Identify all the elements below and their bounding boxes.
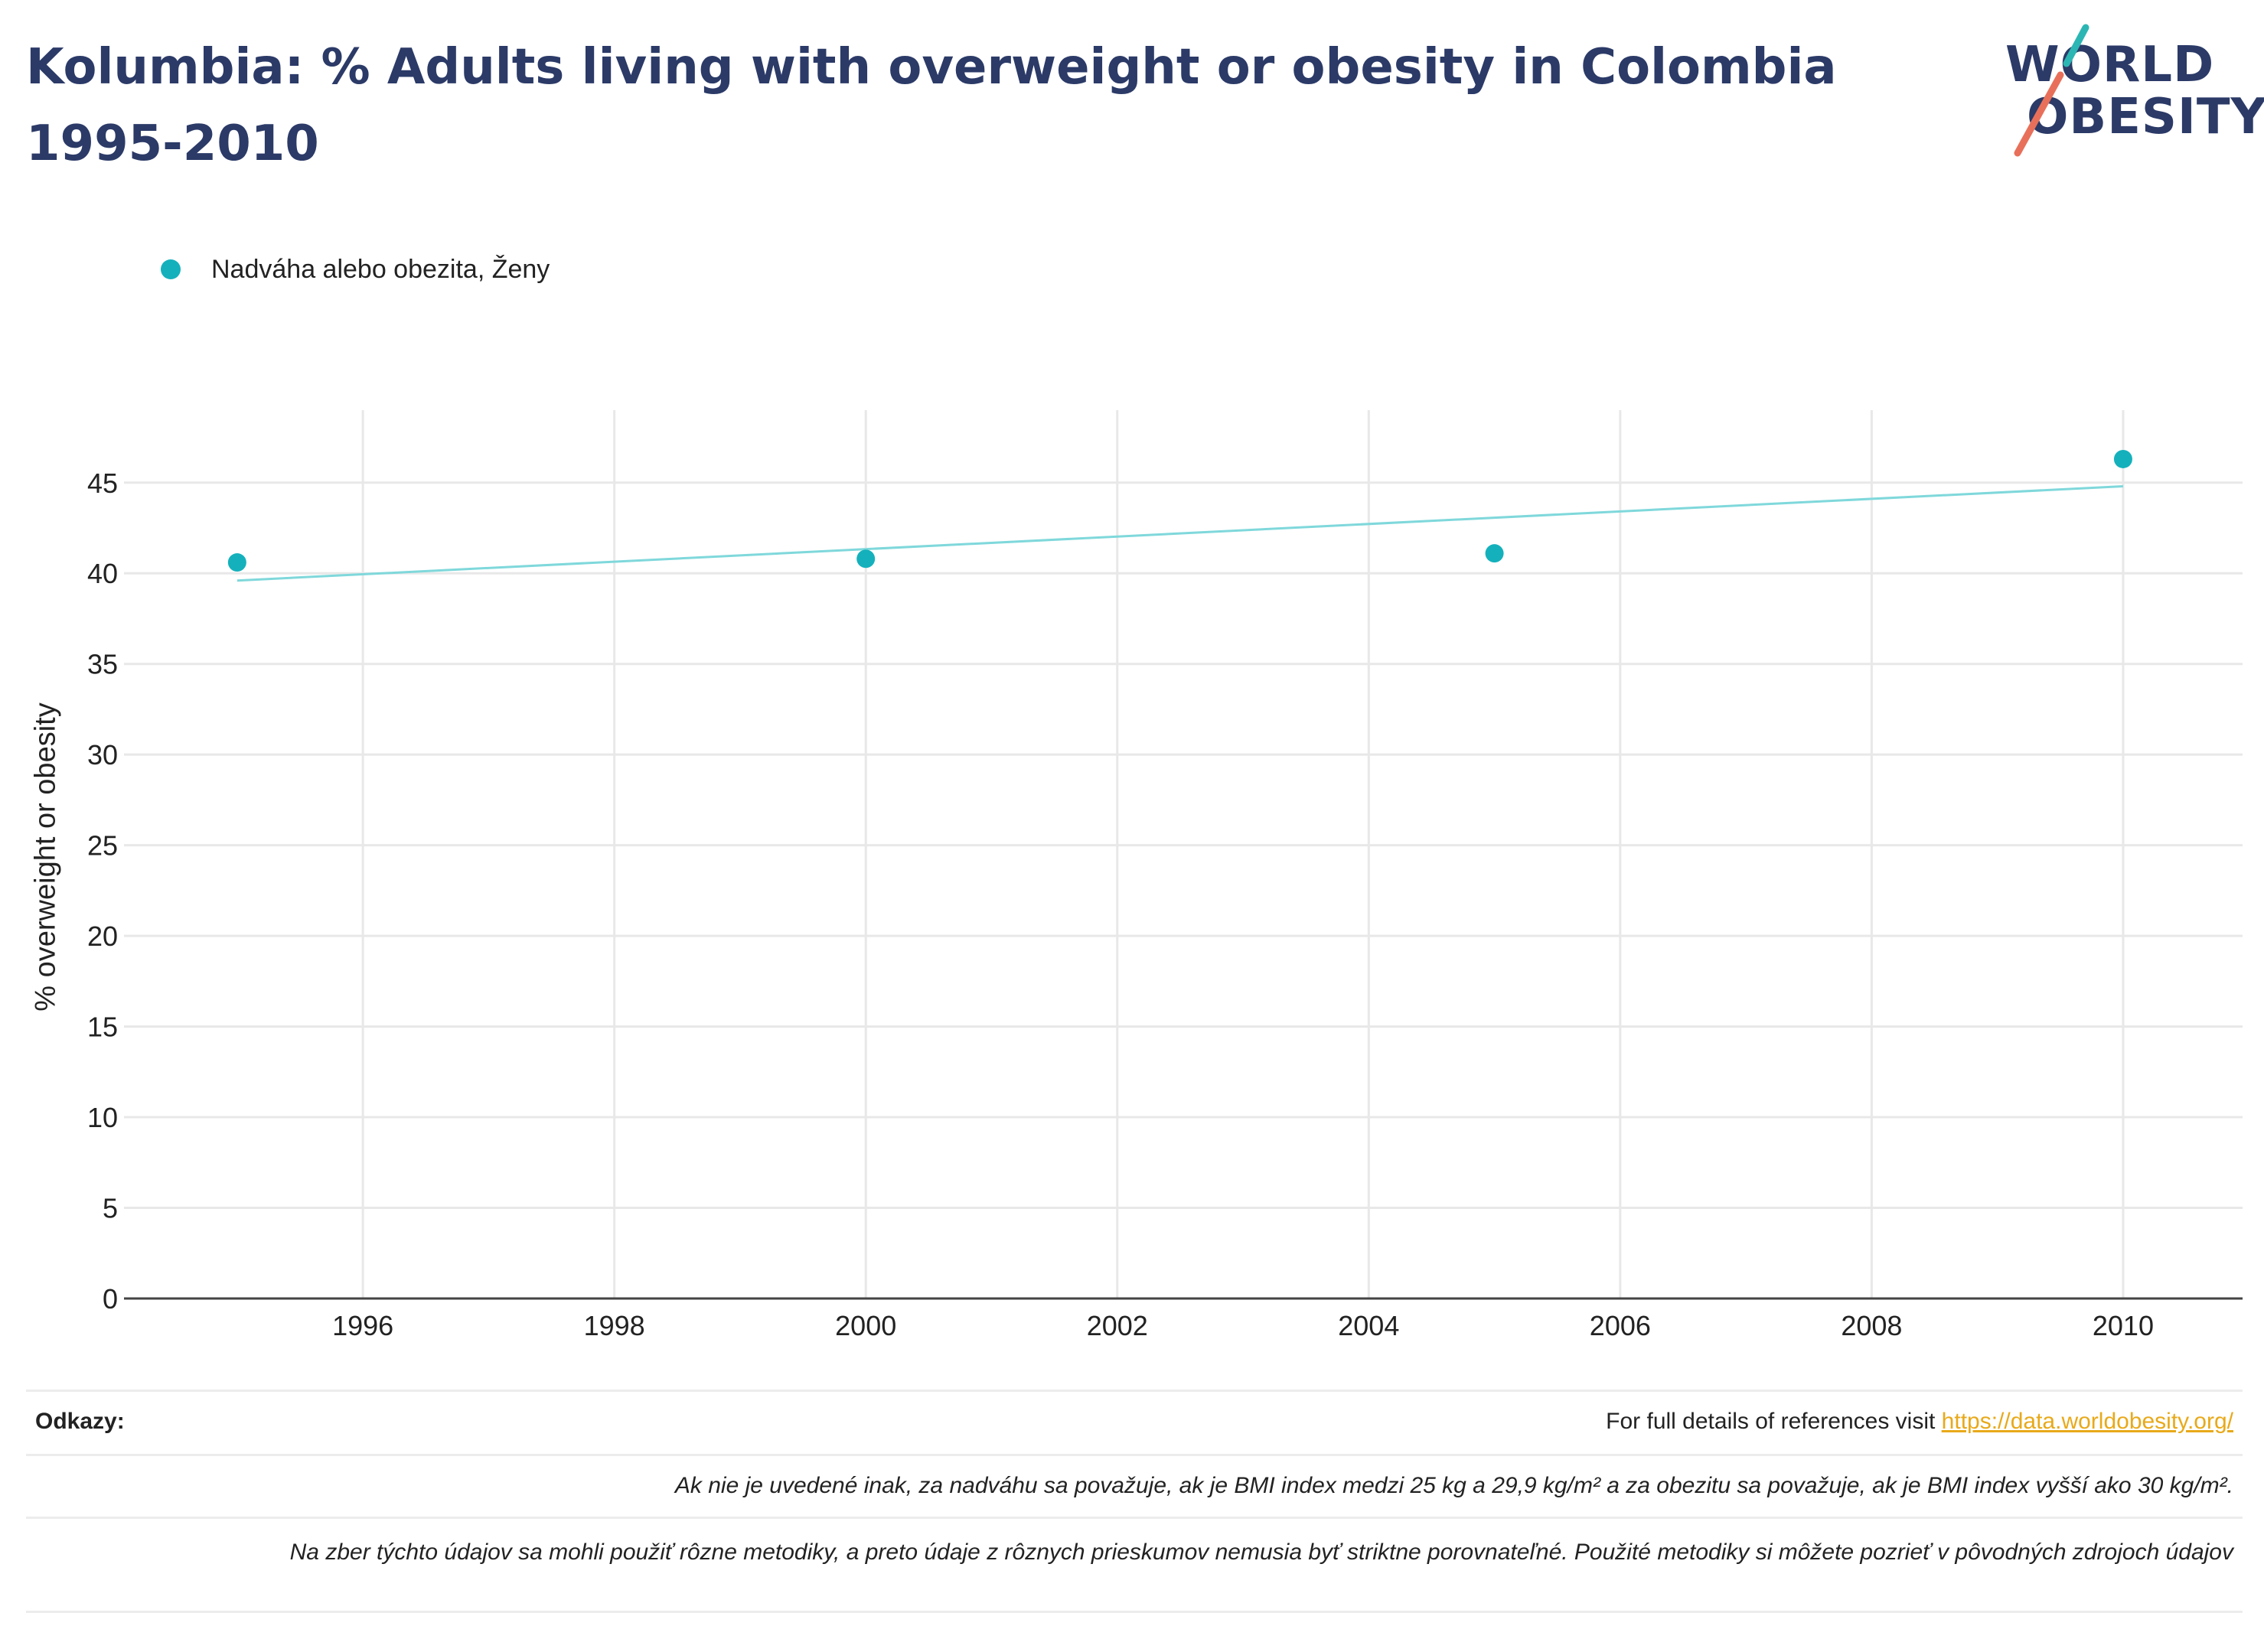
y-tick-label: 30: [87, 739, 118, 771]
chart-title-line2: 1995-2010: [26, 116, 319, 172]
references-text: For full details of references visit: [1606, 1409, 1942, 1434]
chart-legend: Nadváha alebo obezita, Ženy: [161, 253, 550, 286]
y-tick-label: 10: [87, 1102, 118, 1133]
data-point: [227, 553, 246, 572]
y-tick-label: 25: [87, 830, 118, 862]
world-obesity-logo: WORLD OBESITY: [1990, 21, 2264, 174]
y-tick-label: 5: [103, 1193, 118, 1224]
x-tick-label: 2002: [1087, 1310, 1148, 1341]
data-point: [2113, 449, 2132, 468]
x-tick-labels: 1996 1998 2000 2002 2004 2006 2008 2010: [332, 1310, 2154, 1341]
y-axis-label: % overweight or obesity: [29, 702, 62, 1012]
x-tick-label: 1996: [332, 1310, 393, 1341]
y-tick-label: 15: [87, 1012, 118, 1043]
y-tick-label: 0: [103, 1283, 118, 1315]
logo-slash-icon: [2014, 24, 2089, 157]
data-points: [227, 449, 2132, 572]
y-tick-label: 45: [87, 468, 118, 499]
definition-row: Ak nie je uvedené inak, za nadváhu sa po…: [26, 1454, 2243, 1517]
x-tick-label: 2006: [1590, 1310, 1651, 1341]
trend-line: [237, 485, 2124, 582]
methodology-note: Na zber týchto údajov sa mohli použiť rô…: [289, 1540, 2233, 1565]
references-link[interactable]: https://data.worldobesity.org/: [1941, 1409, 2233, 1434]
legend-label: Nadváha alebo obezita, Ženy: [211, 254, 550, 284]
definition-note: Ak nie je uvedené inak, za nadváhu sa po…: [674, 1473, 2233, 1498]
y-tick-label: 20: [87, 920, 118, 952]
references-label: Odkazy:: [35, 1409, 125, 1434]
logo-word-world: WORLD: [2005, 37, 2215, 93]
data-point: [856, 549, 876, 569]
y-tick-label: 40: [87, 558, 118, 589]
references-text-wrap: For full details of references visit htt…: [1606, 1409, 2233, 1435]
x-tick-label: 2004: [1338, 1310, 1399, 1341]
y-tick-labels: 0 5 10 15 20 25 30 35 40 45: [87, 468, 118, 1315]
x-tick-label: 1998: [584, 1310, 645, 1341]
y-tick-label: 35: [87, 649, 118, 680]
chart-title-line1: Kolumbia: % Adults living with overweigh…: [26, 39, 1837, 96]
horizontal-gridlines: [124, 481, 2243, 1210]
x-tick-label: 2008: [1841, 1310, 1902, 1341]
x-tick-label: 2010: [2093, 1310, 2154, 1341]
notes-table: Odkazy: For full details of references v…: [26, 1390, 2243, 1613]
logo-word-obesity: OBESITY: [2027, 89, 2264, 145]
references-row: Odkazy: For full details of references v…: [26, 1390, 2243, 1454]
data-point: [1485, 544, 1504, 563]
x-tick-label: 2000: [835, 1310, 896, 1341]
legend-marker: [161, 259, 181, 279]
methodology-row: Na zber týchto údajov sa mohli použiť rô…: [26, 1517, 2243, 1613]
chart-title: Kolumbia: % Adults living with overweigh…: [26, 29, 1848, 182]
vertical-gridlines: [361, 410, 2125, 1298]
chart-plot: 1996 1998 2000 2002 2004 2006 2008 2010 0 5 10 15 2…: [87, 410, 2243, 1341]
